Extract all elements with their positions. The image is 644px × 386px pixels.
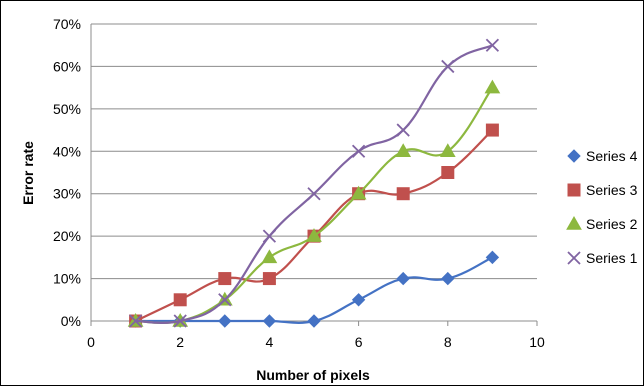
x-marker-stroke [567, 251, 581, 265]
x-marker-stroke [173, 314, 187, 328]
series-1-point [307, 187, 321, 201]
series-2-point [261, 249, 278, 264]
series-1-point [262, 229, 277, 243]
series-4-line [135, 256, 493, 324]
series-2-line [135, 87, 494, 324]
x-marker-stroke [441, 59, 455, 74]
x-marker-stroke [351, 144, 366, 158]
series-4-point [262, 314, 277, 328]
x-tick-label: 6 [355, 334, 363, 350]
legend-label: Series 3 [586, 182, 638, 198]
x-tick-label: 10 [529, 334, 545, 350]
series-3-point [485, 123, 499, 137]
legend-marker [567, 251, 581, 265]
series-2 [127, 79, 501, 327]
x-tick-label: 8 [444, 334, 452, 350]
series-group [127, 38, 501, 328]
y-tick-label: 20% [53, 228, 81, 244]
y-tick-label: 60% [53, 58, 81, 74]
series-4-point [441, 271, 455, 286]
legend-label: Series 1 [586, 250, 638, 266]
series-1-point [128, 314, 143, 328]
legend-label: Series 2 [586, 216, 638, 232]
series-2-point [395, 143, 412, 158]
y-tick-label: 50% [53, 101, 81, 117]
gridlines [91, 23, 537, 322]
legend-marker [566, 215, 582, 230]
x-marker-stroke [307, 187, 321, 201]
y-axis-title: Error rate [20, 141, 36, 205]
series-3-point [262, 272, 276, 286]
series-1-point [173, 314, 187, 328]
series-3-point [218, 272, 232, 286]
series-4-point [218, 314, 232, 328]
y-axis-ticks: 0% 10% 20% 30% 40% 50% 60% 70% [53, 16, 81, 329]
legend-item-series-2: Series 2 [566, 215, 638, 232]
x-axis-title: Number of pixels [256, 367, 370, 383]
legend-label: Series 4 [586, 148, 638, 164]
y-tick-label: 10% [53, 271, 81, 287]
x-marker-stroke [218, 293, 232, 307]
legend-marker [567, 183, 581, 197]
series-1-point [441, 59, 455, 74]
x-marker-stroke [396, 123, 410, 137]
x-tick-label: 4 [266, 334, 274, 350]
legend: Series 4 Series 3 Series 2 Series 1 [566, 148, 638, 266]
y-tick-label: 30% [53, 186, 81, 202]
series-4-point [307, 314, 321, 328]
y-tick-label: 70% [53, 16, 81, 32]
series-4-point [396, 271, 410, 286]
legend-item-series-4: Series 4 [567, 148, 638, 164]
x-marker-stroke [128, 314, 143, 328]
x-tick-label: 0 [87, 334, 95, 350]
series-2-point [350, 185, 367, 200]
series-4-point [485, 250, 500, 265]
series-1-point [351, 144, 366, 158]
series-3-point [396, 187, 410, 201]
x-tick-label: 2 [176, 334, 184, 350]
series-3-line [135, 129, 494, 322]
series-1-point [396, 123, 410, 137]
axes [90, 24, 537, 322]
series-4-point [351, 293, 366, 307]
legend-item-series-3: Series 3 [567, 182, 638, 198]
series-1-point [218, 293, 232, 307]
series-2-point [439, 143, 456, 158]
series-2-point [306, 228, 322, 242]
series-1-line [135, 44, 493, 324]
x-marker-stroke [485, 38, 500, 52]
x-marker-stroke [262, 229, 277, 243]
series-1-point [485, 38, 500, 52]
series-1 [128, 38, 500, 328]
series-3-point [441, 166, 455, 179]
legend-marker [567, 149, 581, 163]
series-2-point [484, 79, 501, 94]
y-tick-label: 40% [53, 143, 81, 159]
legend-item-series-1: Series 1 [567, 250, 638, 266]
series-3-point [173, 293, 187, 307]
y-tick-label: 0% [61, 313, 81, 329]
